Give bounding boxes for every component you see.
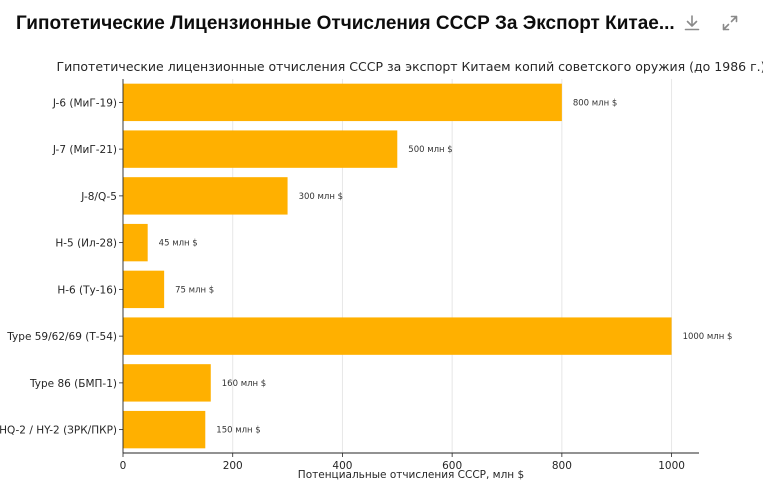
category-label: J-7 (МиГ-21): [52, 144, 117, 156]
bars: [123, 83, 672, 449]
category-label: Type 86 (БМП-1): [29, 378, 117, 390]
expand-button[interactable]: [717, 10, 743, 36]
bar: [123, 83, 562, 122]
x-tick-label: 800: [552, 460, 572, 472]
bar: [123, 317, 672, 355]
category-label: J-6 (МиГ-19): [52, 97, 117, 109]
x-tick-label: 0: [120, 460, 127, 472]
category-label: H-5 (Ил-28): [55, 238, 117, 250]
category-label: H-6 (Ту-16): [57, 284, 117, 296]
x-tick-label: 1000: [658, 460, 685, 472]
chart-header: Гипотетические Лицензионные Отчисления С…: [0, 0, 763, 52]
x-tick-label: 600: [442, 460, 462, 472]
chart-title: Гипотетические лицензионные отчисления С…: [56, 59, 763, 74]
data-label: 800 млн $: [573, 98, 617, 108]
x-tick-label: 400: [332, 460, 352, 472]
category-label: HQ-2 / HY-2 (ЗРК/ПКР): [0, 425, 117, 437]
data-label: 150 млн $: [216, 426, 260, 436]
chart-container: Гипотетические лицензионные отчисления С…: [0, 52, 763, 485]
data-label: 160 млн $: [222, 379, 266, 389]
bar: [123, 364, 211, 402]
download-icon: [683, 14, 701, 32]
page-title: Гипотетические Лицензионные Отчисления С…: [16, 13, 675, 34]
download-button[interactable]: [679, 10, 705, 36]
expand-icon: [721, 14, 739, 32]
x-axis-title: Потенциальные отчисления СССР, млн $: [298, 469, 524, 481]
data-label: 1000 млн $: [683, 332, 733, 342]
category-label: J-8/Q-5: [80, 191, 117, 203]
category-label: Type 59/62/69 (Т-54): [6, 331, 117, 343]
bar: [123, 410, 206, 449]
bar: [123, 177, 288, 215]
data-label: 300 млн $: [299, 192, 343, 202]
bar: [123, 223, 148, 262]
bar: [123, 130, 398, 168]
data-label: 45 млн $: [159, 239, 198, 249]
x-tick-label: 200: [223, 460, 243, 472]
data-label: 75 млн $: [175, 285, 214, 295]
bar-chart: Гипотетические лицензионные отчисления С…: [0, 59, 763, 481]
data-label: 500 млн $: [408, 145, 452, 155]
data-labels: 800 млн $ 500 млн $ 300 млн $ 45 млн $ 75 мл…: [159, 98, 733, 435]
axes: 0 200 400 600 800 1000 J-6 (МиГ-19) J-7 (МиГ-21…: [0, 79, 699, 472]
bar: [123, 270, 165, 309]
